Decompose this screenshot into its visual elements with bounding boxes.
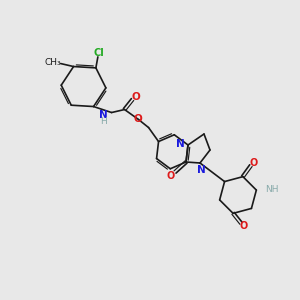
Text: CH₃: CH₃: [44, 58, 61, 67]
Text: O: O: [240, 221, 248, 231]
Text: O: O: [131, 92, 140, 101]
Text: Cl: Cl: [94, 48, 104, 58]
Text: N: N: [176, 139, 184, 149]
Text: NH: NH: [266, 184, 279, 194]
Text: O: O: [250, 158, 258, 168]
Text: O: O: [133, 113, 142, 124]
Text: N: N: [99, 110, 108, 119]
Text: H: H: [100, 117, 107, 126]
Text: O: O: [167, 171, 175, 181]
Text: N: N: [196, 165, 206, 175]
